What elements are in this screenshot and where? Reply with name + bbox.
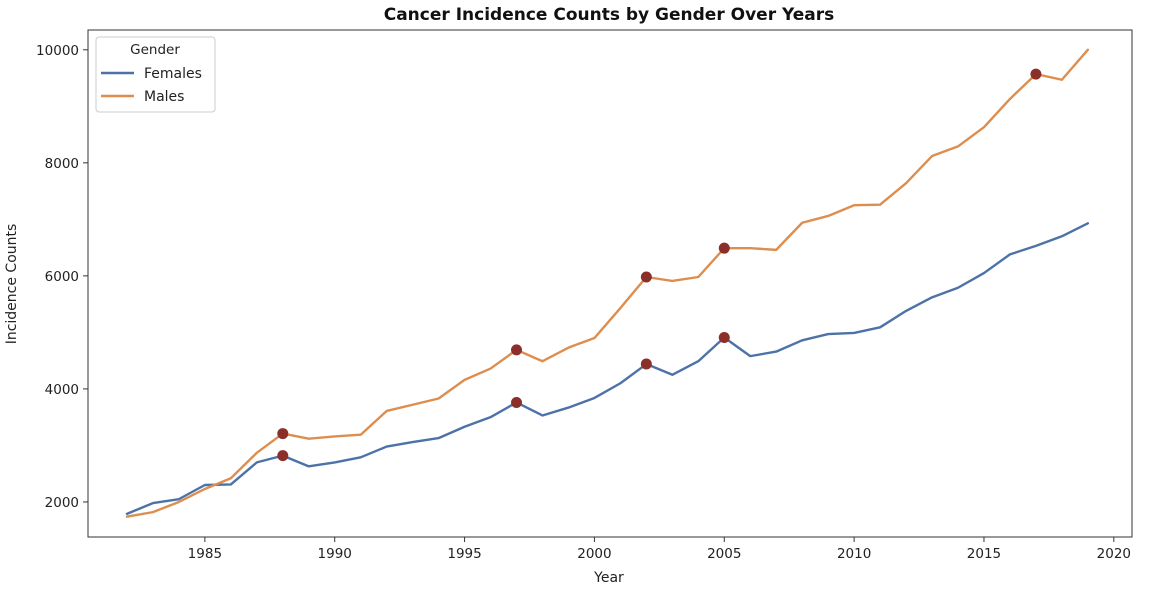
highlight-point-females	[277, 450, 289, 462]
highlight-point-males	[277, 428, 289, 440]
highlight-point-females	[511, 396, 523, 408]
plot-area-frame	[87, 29, 1133, 538]
legend-box	[95, 36, 216, 113]
series-line-males	[125, 48, 1090, 518]
legend-label-males: Males	[144, 89, 184, 105]
chart-title: Cancer Incidence Counts by Gender Over Y…	[384, 5, 835, 25]
x-tick-label: 2015	[967, 546, 1001, 562]
legend-label-females: Females	[144, 66, 202, 82]
y-axis-label: Incidence Counts	[4, 224, 20, 345]
highlight-point-females	[640, 358, 652, 370]
highlight-points	[277, 68, 1042, 462]
highlight-point-males	[718, 242, 730, 254]
y-tick-label: 2000	[45, 495, 79, 511]
legend-title: Gender	[130, 42, 180, 58]
x-tick-label: 1990	[318, 546, 352, 562]
y-tick-label: 4000	[45, 382, 79, 398]
x-tick-label: 2010	[837, 546, 871, 562]
y-tick-label: 10000	[36, 43, 79, 59]
y-axis: 2000 4000 6000 8000 10000	[36, 43, 88, 511]
y-tick-label: 6000	[45, 269, 79, 285]
highlight-point-males	[511, 344, 523, 356]
series-lines	[125, 48, 1090, 518]
x-tick-label: 2000	[577, 546, 611, 562]
x-tick-label: 1985	[188, 546, 222, 562]
highlight-point-males	[640, 271, 652, 283]
x-tick-label: 1995	[447, 546, 481, 562]
x-tick-label: 2020	[1097, 546, 1131, 562]
highlight-point-females	[718, 331, 730, 343]
x-axis: 1985 1990 1995 2000 2005 2010 2015 2020	[188, 537, 1131, 562]
highlight-point-males	[1030, 68, 1042, 80]
legend: Gender Females Males	[95, 36, 216, 113]
y-tick-label: 8000	[45, 156, 79, 172]
x-axis-label: Year	[593, 570, 624, 586]
x-tick-label: 2005	[707, 546, 741, 562]
series-line-females	[125, 222, 1090, 516]
